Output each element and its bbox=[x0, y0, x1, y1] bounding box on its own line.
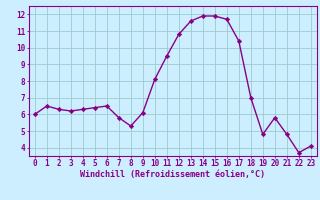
X-axis label: Windchill (Refroidissement éolien,°C): Windchill (Refroidissement éolien,°C) bbox=[80, 170, 265, 179]
